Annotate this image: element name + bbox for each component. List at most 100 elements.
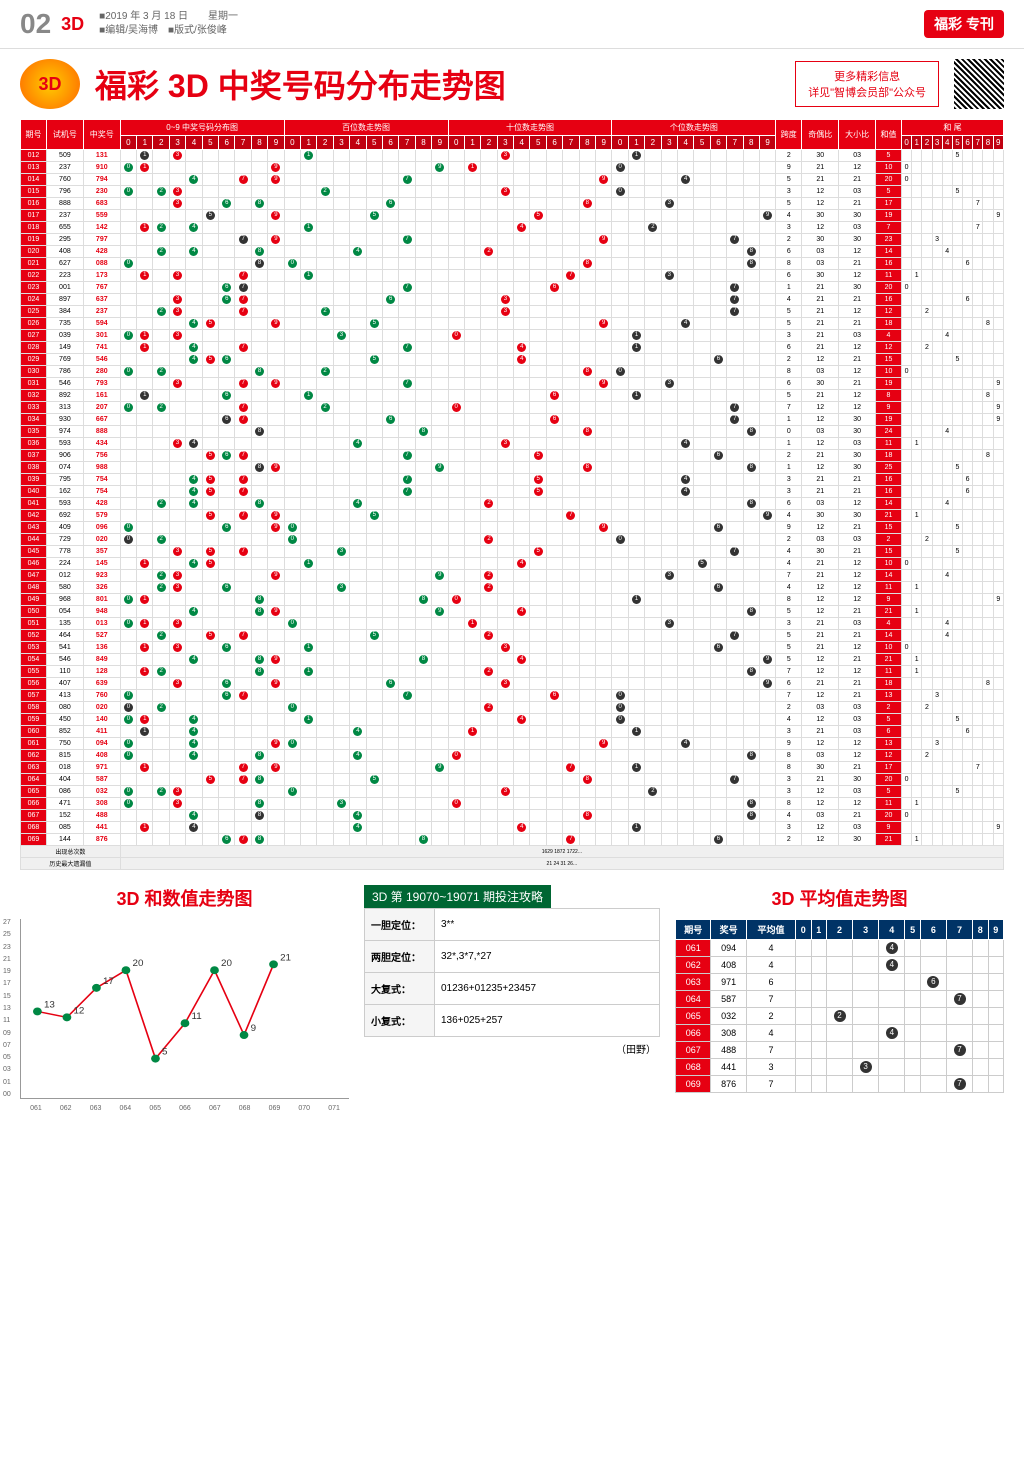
- table-row: 03979575445775432121166: [21, 474, 1004, 486]
- col-sum: 和值: [876, 120, 902, 150]
- fucai-badge: 福彩 专刊: [924, 10, 1004, 38]
- table-row: 02040842824842860312144: [21, 246, 1004, 258]
- table-row: 05741376006776071221133: [21, 690, 1004, 702]
- page-number: 02: [20, 8, 51, 40]
- table-row: 058080020020202030322: [21, 702, 1004, 714]
- avg-chart-title: 3D 平均值走势图: [675, 885, 1004, 911]
- sum-chart-title: 3D 和数值走势图: [20, 885, 349, 911]
- col-hundreds: 百位数走势图: [284, 120, 448, 136]
- avg-chart-box: 3D 平均值走势图 期号奖号平均值01234567890610944406240…: [675, 885, 1004, 1099]
- table-row: 0216270880808880321166: [21, 258, 1004, 270]
- table-row: 06647130803830881212111: [21, 798, 1004, 810]
- table-row: 03790675656775622130188: [21, 450, 1004, 462]
- table-row: 032892161161615211288: [21, 390, 1004, 402]
- svg-text:9: 9: [251, 1022, 256, 1032]
- table-row: 0511350130130133210344: [21, 618, 1004, 630]
- table-row: 0499688010188018121299: [21, 594, 1004, 606]
- table-row: 02814974114774162112122: [21, 342, 1004, 354]
- table-row: 0650860320230323120355: [21, 786, 1004, 798]
- table-body: 0125091311313123003550132379100199109211…: [21, 150, 1004, 846]
- table-row: 0186551421241423120377: [21, 222, 1004, 234]
- col-win: 中奖号: [83, 120, 120, 150]
- svg-text:20: 20: [133, 958, 144, 968]
- table-row: 0230017676776712130200: [21, 282, 1004, 294]
- table-row: 05511012812812871212111: [21, 666, 1004, 678]
- maxmiss-label: 历史最大遗漏值: [21, 858, 121, 870]
- promo-box: 更多精彩信息 详见"智博会员部"公众号: [795, 61, 939, 107]
- bottom-section: 3D 和数值走势图 272523211917151311090705030100…: [0, 870, 1024, 1114]
- col-lottery: 试机号: [46, 120, 83, 150]
- sum-line-chart: 272523211917151311090705030100 131217205…: [20, 919, 349, 1099]
- strategy-author: （田野）: [364, 1037, 660, 1060]
- table-row: 04269257957957943030211: [21, 510, 1004, 522]
- table-row: 06914487667887621230211: [21, 834, 1004, 846]
- table-row: 05640763936963962121188: [21, 678, 1004, 690]
- col-tens: 十位数走势图: [448, 120, 612, 136]
- col-bigsmall: 大小比: [839, 120, 876, 150]
- strategy-title: 3D 第 19070~19071 期投注攻略: [364, 885, 551, 908]
- date-info: ■2019 年 3 月 18 日 星期一 ■编辑/吴海博 ■版式/张俊峰: [99, 10, 238, 38]
- lottery-3d-icon: 3D: [20, 59, 80, 109]
- col-units: 个位数走势图: [612, 120, 776, 136]
- table-row: 06440458757858732130200: [21, 774, 1004, 786]
- qr-code: [954, 59, 1004, 109]
- table-row: 04622414514514542112100: [21, 558, 1004, 570]
- main-title: 福彩 3D 中奖号码分布走势图: [95, 61, 780, 107]
- svg-text:20: 20: [221, 958, 232, 968]
- avg-table: 期号奖号平均值012345678906109444062408440639716…: [675, 919, 1004, 1093]
- table-row: 01323791001991092112100: [21, 162, 1004, 174]
- table-row: 044729020020202030322: [21, 534, 1004, 546]
- table-row: 0270393010133013210344: [21, 330, 1004, 342]
- svg-text:13: 13: [44, 999, 55, 1009]
- table-row: 035974888888800330244: [21, 426, 1004, 438]
- table-row: 0349306676766711230199: [21, 414, 1004, 426]
- table-row: 02673559445959452121188: [21, 318, 1004, 330]
- svg-text:5: 5: [162, 1046, 167, 1056]
- table-row: 04340909606909691221155: [21, 522, 1004, 534]
- sum-chart-box: 3D 和数值走势图 272523211917151311090705030100…: [20, 885, 349, 1099]
- table-row: 06281540804840880312122: [21, 750, 1004, 762]
- table-row: 068085441144413120399: [21, 822, 1004, 834]
- total-label: 出现总次数: [21, 846, 121, 858]
- table-row: 06301897117997183021177: [21, 762, 1004, 774]
- y-axis: 272523211917151311090705030100: [3, 919, 11, 1098]
- table-row: 02538423723723752112122: [21, 306, 1004, 318]
- svg-text:12: 12: [73, 1005, 84, 1015]
- table-row: 04159342824842860312144: [21, 498, 1004, 510]
- strategy-box: 3D 第 19070~19071 期投注攻略 一胆定位：3**两胆定位：32*,…: [364, 885, 660, 1099]
- table-row: 06175009404909491212133: [21, 738, 1004, 750]
- col-span: 跨度: [776, 120, 802, 150]
- table-row: 0365934343443411203111: [21, 438, 1004, 450]
- x-axis: 061062063064065066067068069070071: [21, 1105, 349, 1112]
- table-row: 04858032623632641212111: [21, 582, 1004, 594]
- svg-text:11: 11: [192, 1011, 202, 1021]
- svg-text:17: 17: [103, 975, 114, 985]
- table-row: 0157962300232303120355: [21, 186, 1004, 198]
- svg-text:21: 21: [280, 952, 291, 962]
- table-row: 0172375595955943030199: [21, 210, 1004, 222]
- table-row: 0671524884848840321200: [21, 810, 1004, 822]
- table-row: 03154679337979363021199: [21, 378, 1004, 390]
- section-label: 3D: [61, 14, 84, 35]
- table-row: 0380749888998811230255: [21, 462, 1004, 474]
- col-dist: 0~9 中奖号码分布图: [120, 120, 284, 136]
- title-row: 3D 福彩 3D 中奖号码分布走势图 更多精彩信息 详见"智博会员部"公众号: [0, 49, 1024, 119]
- page-header: 02 3D ■2019 年 3 月 18 日 星期一 ■编辑/吴海博 ■版式/张…: [0, 0, 1024, 49]
- table-row: 02489763736763742121166: [21, 294, 1004, 306]
- table-row: 04016275445775432121166: [21, 486, 1004, 498]
- table-row: 05354113613613652112100: [21, 642, 1004, 654]
- table-row: 01476079447979452121200: [21, 174, 1004, 186]
- trend-table: 期号 试机号 中奖号 0~9 中奖号码分布图 百位数走势图 十位数走势图 个位数…: [20, 119, 1004, 870]
- table-row: 012509131131312300355: [21, 150, 1004, 162]
- table-row: 04577835735735743021155: [21, 546, 1004, 558]
- table-row: 0192957977979723030233: [21, 234, 1004, 246]
- table-row: 02222317313717363012111: [21, 270, 1004, 282]
- table-row: 0333132070272077121299: [21, 402, 1004, 414]
- strategy-table: 一胆定位：3**两胆定位：32*,3*7,*27大复式：01236+01235+…: [364, 908, 660, 1037]
- table-row: 05454684948984951221211: [21, 654, 1004, 666]
- table-row: 05246452725752752121144: [21, 630, 1004, 642]
- table-row: 05005494848994851221211: [21, 606, 1004, 618]
- table-row: 01688868336868351221177: [21, 198, 1004, 210]
- table-header: 期号 试机号 中奖号 0~9 中奖号码分布图 百位数走势图 十位数走势图 个位数…: [21, 120, 1004, 150]
- col-sumtail: 和 尾: [901, 120, 1003, 136]
